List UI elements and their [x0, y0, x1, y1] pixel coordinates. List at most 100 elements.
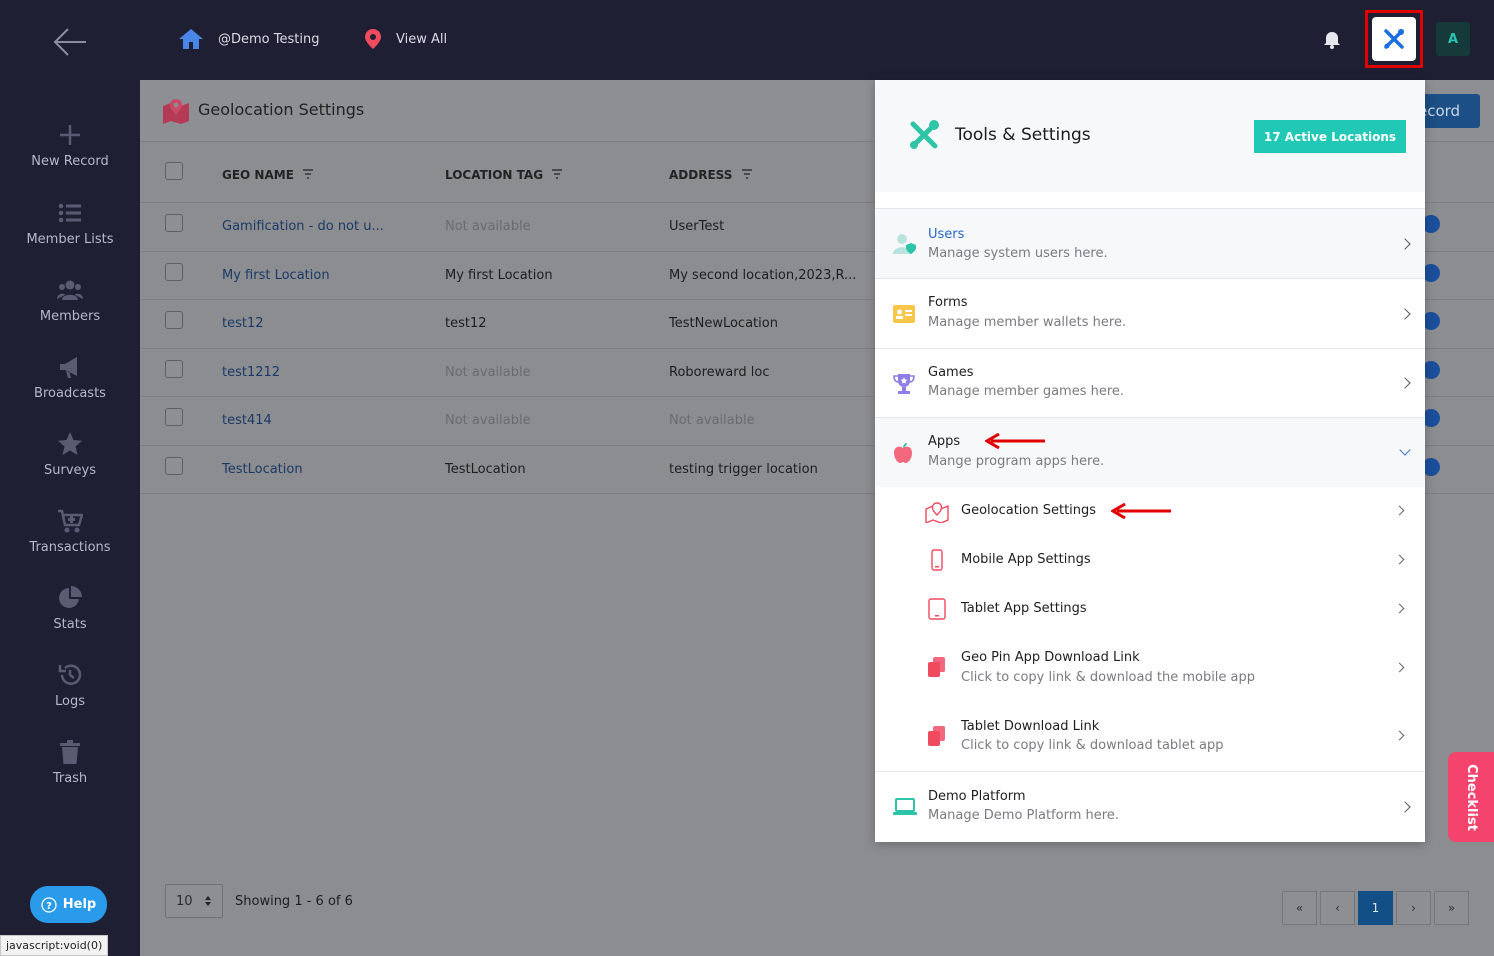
geo-name-link[interactable]: test1212: [222, 364, 281, 380]
active-locations-badge[interactable]: 17 Active Locations: [1254, 120, 1406, 153]
subitem-title: Mobile App Settings: [961, 552, 1091, 567]
geolocation-table: GEO NAME LOCATION TAG ADDRESS Gamificati…: [140, 143, 1494, 494]
sidebar-item-label: Member Lists: [26, 232, 114, 247]
table-row[interactable]: test414 Not available Not available: [140, 397, 1494, 446]
sidebar-item-trash[interactable]: Trash: [0, 739, 140, 786]
location-selector[interactable]: View All: [364, 28, 447, 50]
page-1-button[interactable]: 1: [1358, 891, 1393, 925]
select-all-checkbox[interactable]: [165, 162, 183, 180]
panel-title: Tools & Settings: [955, 125, 1091, 145]
table-row[interactable]: Gamification - do not u... Not available…: [140, 203, 1494, 252]
address-cell: Roboreward loc: [669, 364, 770, 380]
next-page-button[interactable]: ›: [1396, 891, 1431, 925]
status-check-icon[interactable]: [1422, 312, 1440, 330]
sidebar-item-stats[interactable]: Stats: [0, 585, 140, 632]
subitem-geo-pin-download-link[interactable]: Geo Pin App Download Link Click to copy …: [875, 634, 1425, 703]
chevron-right-icon: [1399, 801, 1411, 813]
table-row[interactable]: test12 test12 TestNewLocation: [140, 300, 1494, 349]
panel-header: Tools & Settings 17 Active Locations: [875, 80, 1425, 192]
first-page-button[interactable]: «: [1282, 891, 1317, 925]
sidebar-item-surveys[interactable]: Surveys: [0, 431, 140, 478]
menu-item-demo-platform[interactable]: Demo Platform Manage Demo Platform here.: [875, 771, 1425, 842]
pagination: « ‹ 1 › »: [1282, 891, 1472, 925]
row-checkbox[interactable]: [165, 408, 183, 426]
status-check-icon[interactable]: [1422, 360, 1440, 379]
top-bar: @Demo Testing View All A: [0, 0, 1494, 80]
row-checkbox[interactable]: [165, 311, 183, 329]
sidebar-item-broadcasts[interactable]: Broadcasts: [0, 354, 140, 401]
row-checkbox[interactable]: [165, 359, 183, 378]
status-check-icon[interactable]: [1422, 215, 1440, 233]
id-card-icon: [893, 305, 915, 323]
checklist-tab[interactable]: Checklist: [1448, 752, 1494, 842]
menu-item-subtitle: Manage Demo Platform here.: [928, 808, 1119, 823]
geo-name-link[interactable]: TestLocation: [222, 461, 303, 477]
avatar[interactable]: A: [1436, 22, 1470, 56]
chevron-right-icon: [1394, 554, 1405, 565]
table-row[interactable]: test1212 Not available Roboreward loc: [140, 349, 1494, 397]
address-cell: TestNewLocation: [669, 316, 778, 331]
column-header-geo-name[interactable]: GEO NAME: [222, 168, 314, 182]
page-size-select[interactable]: 10: [165, 884, 223, 918]
geo-name-link[interactable]: My first Location: [222, 267, 330, 283]
location-tag-cell: My first Location: [445, 267, 553, 283]
help-button[interactable]: ? Help: [30, 886, 107, 923]
map-pin-icon: [925, 502, 949, 523]
menu-item-forms[interactable]: Forms Manage member wallets here.: [875, 278, 1425, 348]
menu-item-games[interactable]: Games Manage member games here.: [875, 348, 1425, 417]
status-check-icon[interactable]: [1422, 409, 1440, 427]
filter-icon: [303, 169, 314, 179]
subitem-tablet-download-link[interactable]: Tablet Download Link Click to copy link …: [875, 703, 1425, 771]
row-checkbox[interactable]: [165, 456, 183, 475]
location-tag-cell: test12: [445, 316, 487, 331]
plus-icon: [60, 125, 80, 145]
prev-page-button[interactable]: ‹: [1320, 891, 1355, 925]
column-header-address[interactable]: ADDRESS: [669, 168, 753, 182]
subitem-tablet-app-settings[interactable]: Tablet App Settings: [875, 585, 1425, 634]
megaphone-icon: [60, 357, 77, 378]
sidebar-item-members[interactable]: Members: [0, 277, 140, 324]
sidebar-item-member-lists[interactable]: Member Lists: [0, 200, 140, 247]
row-checkbox[interactable]: [165, 214, 183, 232]
map-pin-icon: [365, 29, 381, 49]
menu-item-subtitle: Manage member wallets here.: [928, 315, 1127, 330]
subitem-title: Geo Pin App Download Link: [961, 650, 1140, 665]
cart-icon: [58, 509, 83, 533]
location-tag-cell: Not available: [445, 413, 531, 428]
back-arrow-icon[interactable]: [52, 26, 88, 58]
org-selector[interactable]: @Demo Testing: [178, 28, 319, 50]
chevron-right-icon: [1399, 377, 1411, 389]
table-row[interactable]: TestLocation TestLocation testing trigge…: [140, 446, 1494, 494]
sidebar-item-label: Trash: [52, 771, 88, 786]
geo-name-link[interactable]: Gamification - do not u...: [222, 219, 384, 234]
users-icon: [57, 280, 83, 300]
sidebar-item-label: Transactions: [29, 540, 111, 555]
menu-item-title: Forms: [928, 295, 968, 310]
sidebar-item-new-record[interactable]: New Record: [0, 122, 140, 169]
tools-icon: [1384, 29, 1404, 49]
sidebar-item-label: Logs: [55, 694, 85, 709]
tablet-icon: [928, 598, 946, 620]
column-header-location-tag[interactable]: LOCATION TAG: [445, 168, 563, 182]
sidebar-item-transactions[interactable]: Transactions: [0, 508, 140, 555]
bell-icon[interactable]: [1322, 30, 1342, 50]
menu-item-apps[interactable]: Apps Mange program apps here.: [875, 417, 1425, 487]
location-tag-cell: TestLocation: [445, 461, 526, 477]
status-bar-url: javascript:void(0): [0, 935, 109, 956]
status-check-icon[interactable]: [1422, 263, 1440, 282]
row-checkbox[interactable]: [165, 262, 183, 281]
status-check-icon[interactable]: [1422, 457, 1440, 476]
sidebar-item-logs[interactable]: Logs: [0, 662, 140, 709]
subitem-subtitle: Click to copy link & download the mobile…: [961, 670, 1256, 685]
copy-icon: [928, 657, 945, 677]
tools-settings-button[interactable]: [1372, 17, 1416, 61]
subitem-mobile-app-settings[interactable]: Mobile App Settings: [875, 536, 1425, 585]
mobile-icon: [931, 549, 943, 571]
sidebar: New Record Member Lists Members Broadcas…: [0, 80, 140, 956]
menu-item-users[interactable]: Users Manage system users here.: [875, 208, 1425, 278]
geo-name-link[interactable]: test414: [222, 413, 272, 428]
table-row[interactable]: My first Location My first Location My s…: [140, 252, 1494, 300]
geo-name-link[interactable]: test12: [222, 316, 264, 331]
subitem-geolocation-settings[interactable]: Geolocation Settings: [875, 487, 1425, 536]
last-page-button[interactable]: »: [1434, 891, 1469, 925]
